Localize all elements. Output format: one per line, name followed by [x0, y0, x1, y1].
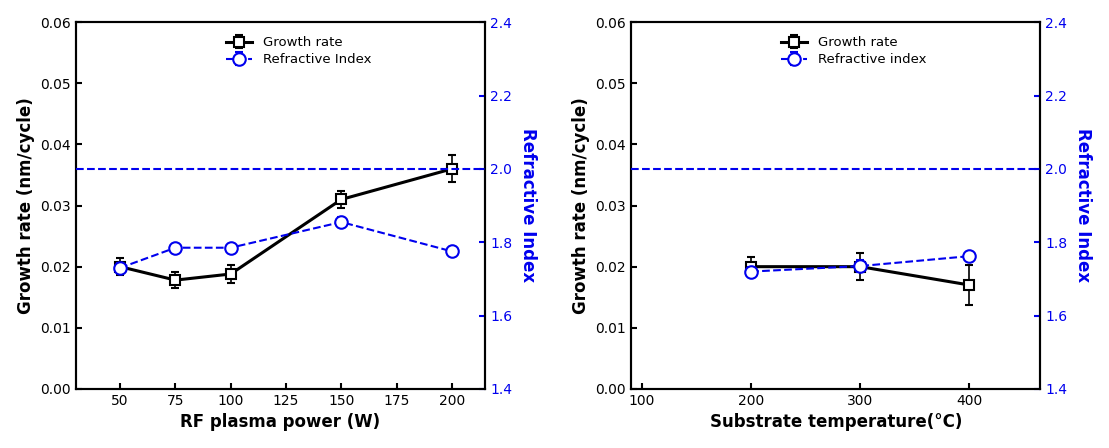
X-axis label: RF plasma power (W): RF plasma power (W) [181, 414, 380, 431]
Y-axis label: Growth rate (nm/cycle): Growth rate (nm/cycle) [572, 97, 590, 314]
Legend: Growth rate, Refractive index: Growth rate, Refractive index [776, 32, 930, 70]
Legend: Growth rate, Refractive Index: Growth rate, Refractive Index [222, 32, 375, 70]
Y-axis label: Refractive Index: Refractive Index [1075, 129, 1092, 283]
X-axis label: Substrate temperature(°C): Substrate temperature(°C) [710, 414, 962, 431]
Y-axis label: Refractive Index: Refractive Index [519, 129, 537, 283]
Y-axis label: Growth rate (nm/cycle): Growth rate (nm/cycle) [17, 97, 34, 314]
